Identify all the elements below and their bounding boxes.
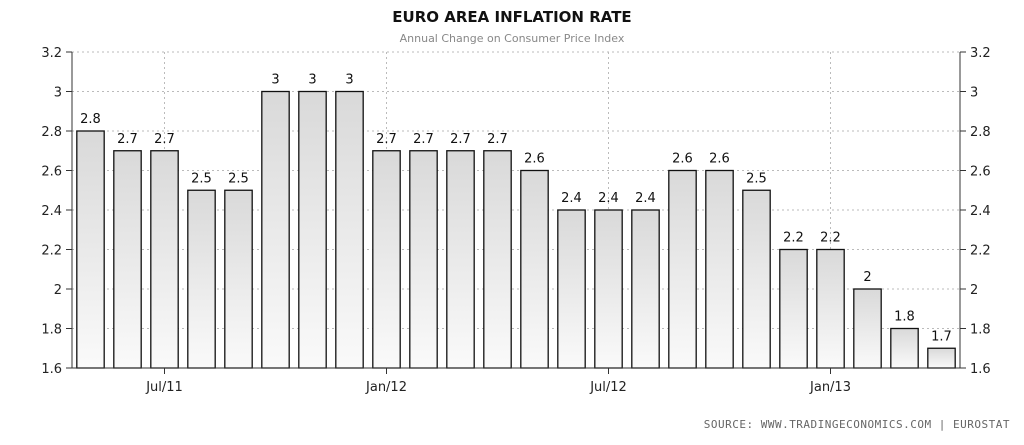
data-label: 2.6 <box>524 152 545 167</box>
bar <box>409 150 438 369</box>
data-label: 2.2 <box>783 231 804 246</box>
data-label: 2.7 <box>450 132 471 147</box>
source-note: SOURCE: WWW.TRADINGECONOMICS.COM | EUROS… <box>703 418 1010 431</box>
bar <box>853 288 882 369</box>
bar <box>557 209 586 369</box>
bar <box>76 130 105 369</box>
x-tick-label: Jul/11 <box>145 380 183 395</box>
bar <box>483 150 512 369</box>
data-label: 2.4 <box>598 191 619 206</box>
bar <box>631 209 660 369</box>
data-label: 2.7 <box>117 132 138 147</box>
y-tick-label-right: 3.2 <box>970 46 991 61</box>
data-label: 2.7 <box>487 132 508 147</box>
bar <box>335 90 364 369</box>
data-label: 2.7 <box>154 132 175 147</box>
y-tick-label-right: 3 <box>970 86 978 101</box>
y-tick-label-left: 2.2 <box>41 244 62 259</box>
y-tick-label-left: 2 <box>54 283 62 298</box>
x-tick-label: Jan/12 <box>365 380 407 395</box>
label-layer: 1.6 1.6 1.8 1.8 2 2 2.2 2.2 2.4 2.4 2.6 2.6 2.8 2.8 3 3… <box>41 46 990 395</box>
y-tick-label-left: 3 <box>54 86 62 101</box>
data-label: 2.7 <box>413 132 434 147</box>
bar <box>150 150 179 369</box>
data-label: 2.7 <box>376 132 397 147</box>
data-label: 2.6 <box>709 152 730 167</box>
data-label: 2 <box>863 270 871 285</box>
data-label: 3 <box>271 73 279 88</box>
y-tick-label-left: 1.6 <box>41 362 62 377</box>
y-tick-label-right: 2.6 <box>970 165 991 180</box>
data-label: 2.2 <box>820 231 841 246</box>
data-label: 3 <box>345 73 353 88</box>
chart-subtitle: Annual Change on Consumer Price Index <box>399 32 625 45</box>
y-tick-label-right: 1.6 <box>970 362 991 377</box>
bar <box>742 189 771 369</box>
y-tick-label-right: 2 <box>970 283 978 298</box>
y-tick-label-right: 1.8 <box>970 323 991 338</box>
y-tick-label-right: 2.2 <box>970 244 991 259</box>
bar <box>372 150 401 369</box>
data-label: 2.8 <box>80 112 101 127</box>
data-label: 3 <box>308 73 316 88</box>
grid-layer <box>72 51 960 368</box>
data-label: 2.4 <box>561 191 582 206</box>
data-label: 2.5 <box>191 171 212 186</box>
bar <box>261 90 290 369</box>
bar <box>816 248 845 369</box>
y-tick-label-right: 2.4 <box>970 204 991 219</box>
data-label: 1.8 <box>894 310 915 325</box>
data-label: 1.7 <box>931 329 952 344</box>
bar <box>187 189 216 369</box>
bar <box>298 90 327 369</box>
x-tick-label: Jul/12 <box>589 380 627 395</box>
y-tick-label-left: 2.6 <box>41 165 62 180</box>
bar <box>224 189 253 369</box>
data-label: 2.5 <box>746 171 767 186</box>
y-tick-label-right: 2.8 <box>970 125 991 140</box>
bar <box>113 150 142 369</box>
data-label: 2.4 <box>635 191 656 206</box>
data-label: 2.6 <box>672 152 693 167</box>
data-label: 2.5 <box>228 171 249 186</box>
bar <box>520 169 549 369</box>
bar <box>594 209 623 369</box>
bar <box>927 347 956 369</box>
chart-title: EURO AREA INFLATION RATE <box>392 8 632 26</box>
bar <box>890 327 919 369</box>
bar-layer <box>76 90 956 369</box>
y-tick-label-left: 1.8 <box>41 323 62 338</box>
bar <box>705 169 734 369</box>
y-tick-label-left: 2.8 <box>41 125 62 140</box>
bar <box>446 150 475 369</box>
x-tick-label: Jan/13 <box>809 380 851 395</box>
axis-layer <box>66 51 966 374</box>
y-tick-label-left: 3.2 <box>41 46 62 61</box>
y-tick-label-left: 2.4 <box>41 204 62 219</box>
bar <box>668 169 697 369</box>
bar <box>779 248 808 369</box>
